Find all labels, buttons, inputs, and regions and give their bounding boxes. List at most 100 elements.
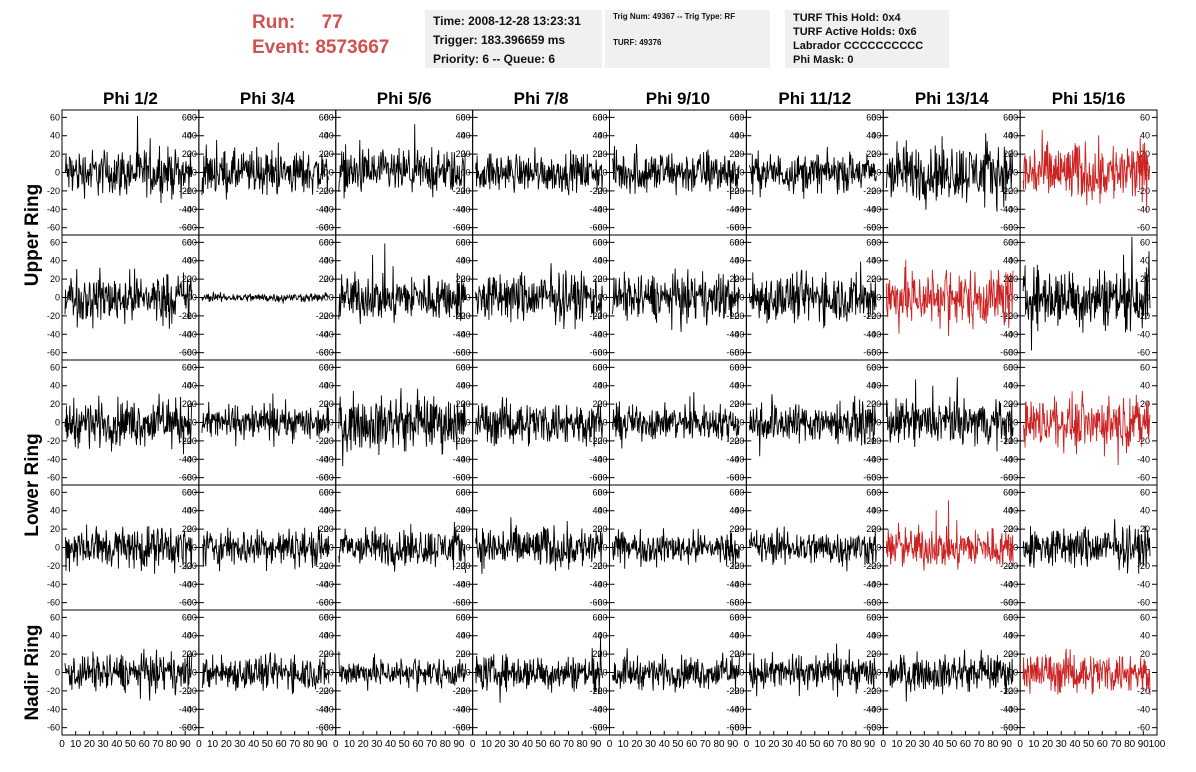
time-text: Time: 2008-12-28 13:23:31	[433, 14, 581, 28]
y-tick-label: -20	[594, 686, 607, 696]
y-tick-label: 0	[739, 418, 744, 428]
y-tick-label: 20	[729, 149, 739, 159]
waveform-trace	[338, 243, 467, 325]
y-tick-label: 20	[597, 399, 607, 409]
y-tick-label: 60	[597, 237, 607, 247]
y-tick-label: 0	[734, 418, 739, 428]
y-tick-label: 60	[187, 112, 197, 122]
y-tick-label: -20	[1000, 186, 1013, 196]
y-tick-label: 60	[187, 237, 197, 247]
y-tick-label: 20	[461, 149, 471, 159]
y-tick-label: 20	[456, 649, 466, 659]
y-tick-label: -60	[47, 598, 60, 608]
y-tick-label: -60	[1000, 473, 1013, 483]
x-tick-label: 40	[932, 739, 944, 750]
phi-mask-text: Phi Mask: 0	[793, 54, 854, 66]
y-tick-label: -20	[179, 436, 192, 446]
x-tick-label: 90	[1001, 739, 1013, 750]
y-tick-label: 60	[866, 237, 876, 247]
y-tick-label: -60	[594, 348, 607, 358]
x-tick-label: 80	[1124, 739, 1136, 750]
y-tick-label: 60	[1140, 237, 1150, 247]
y-tick-label: -20	[321, 311, 334, 321]
y-tick-label: -20	[453, 561, 466, 571]
y-tick-label: -40	[1005, 454, 1018, 464]
y-tick-label: 0	[734, 168, 739, 178]
y-tick-label: -20	[321, 436, 334, 446]
waveform-trace	[64, 393, 193, 455]
y-tick-label: -60	[179, 598, 192, 608]
y-tick-label: -20	[589, 311, 602, 321]
x-tick-label: 70	[152, 739, 164, 750]
x-tick-label: 30	[98, 739, 110, 750]
y-tick-label: 60	[866, 112, 876, 122]
y-tick-label: -60	[863, 223, 876, 233]
y-tick-label: -40	[316, 579, 329, 589]
y-tick-label: 40	[182, 381, 192, 391]
y-tick-label: 40	[324, 131, 334, 141]
x-tick-label: 0	[59, 739, 65, 750]
y-tick-label: 60	[729, 487, 739, 497]
y-tick-label: 60	[456, 112, 466, 122]
turf-active-text: TURF Active Holds: 0x6	[793, 26, 917, 38]
y-tick-label: -40	[1000, 704, 1013, 714]
column-header-7: Phi 13/14	[915, 89, 989, 108]
y-tick-label: 40	[734, 256, 744, 266]
waveform-trace	[748, 643, 877, 697]
x-tick-label: 80	[850, 739, 862, 750]
ring-label-2: Lower Ring	[22, 433, 43, 536]
y-tick-label: 20	[1140, 649, 1150, 659]
y-tick-label: 0	[739, 668, 744, 678]
y-tick-label: 60	[871, 237, 881, 247]
y-tick-label: 60	[1140, 112, 1150, 122]
y-tick-label: 20	[50, 149, 60, 159]
y-tick-label: -60	[316, 598, 329, 608]
y-tick-label: -20	[316, 686, 329, 696]
y-tick-label: 60	[1008, 112, 1018, 122]
y-tick-label: 60	[456, 612, 466, 622]
y-tick-label: -60	[453, 723, 466, 733]
y-tick-label: -60	[589, 473, 602, 483]
y-tick-label: 40	[592, 131, 602, 141]
y-tick-label: -40	[863, 579, 876, 589]
y-tick-label: -40	[863, 204, 876, 214]
column-header-5: Phi 9/10	[646, 89, 710, 108]
x-tick-label: 50	[125, 739, 137, 750]
waveform-trace	[885, 649, 1014, 702]
y-tick-label: -40	[316, 204, 329, 214]
y-tick-label: -20	[321, 561, 334, 571]
y-tick-label: -60	[321, 348, 334, 358]
y-tick-label: 40	[319, 506, 329, 516]
x-tick-label: 30	[645, 739, 657, 750]
y-tick-label: -60	[179, 223, 192, 233]
ring-label-1: Upper Ring	[22, 184, 43, 286]
x-tick-label: 40	[248, 739, 260, 750]
x-tick-label: 0	[196, 739, 202, 750]
column-header-4: Phi 7/8	[514, 89, 569, 108]
y-tick-label: -20	[458, 561, 471, 571]
waveform-trace	[475, 263, 603, 330]
y-tick-label: -20	[726, 311, 739, 321]
y-tick-label: 20	[456, 399, 466, 409]
y-tick-label: 60	[592, 362, 602, 372]
y-tick-label: -40	[458, 204, 471, 214]
x-tick-label: 60	[412, 739, 424, 750]
y-tick-label: 20	[592, 274, 602, 284]
y-tick-label: 20	[182, 274, 192, 284]
y-tick-label: -60	[316, 723, 329, 733]
waveform-trace	[475, 517, 603, 574]
y-tick-label: -20	[321, 186, 334, 196]
y-tick-label: 0	[192, 418, 197, 428]
y-tick-label: -20	[1005, 436, 1018, 446]
y-tick-label: 20	[456, 274, 466, 284]
y-tick-label: 40	[871, 631, 881, 641]
y-tick-label: 40	[866, 131, 876, 141]
y-tick-label: 60	[187, 487, 197, 497]
y-tick-label: -40	[731, 454, 744, 464]
y-tick-label: -20	[179, 311, 192, 321]
y-tick-label: 0	[329, 418, 334, 428]
